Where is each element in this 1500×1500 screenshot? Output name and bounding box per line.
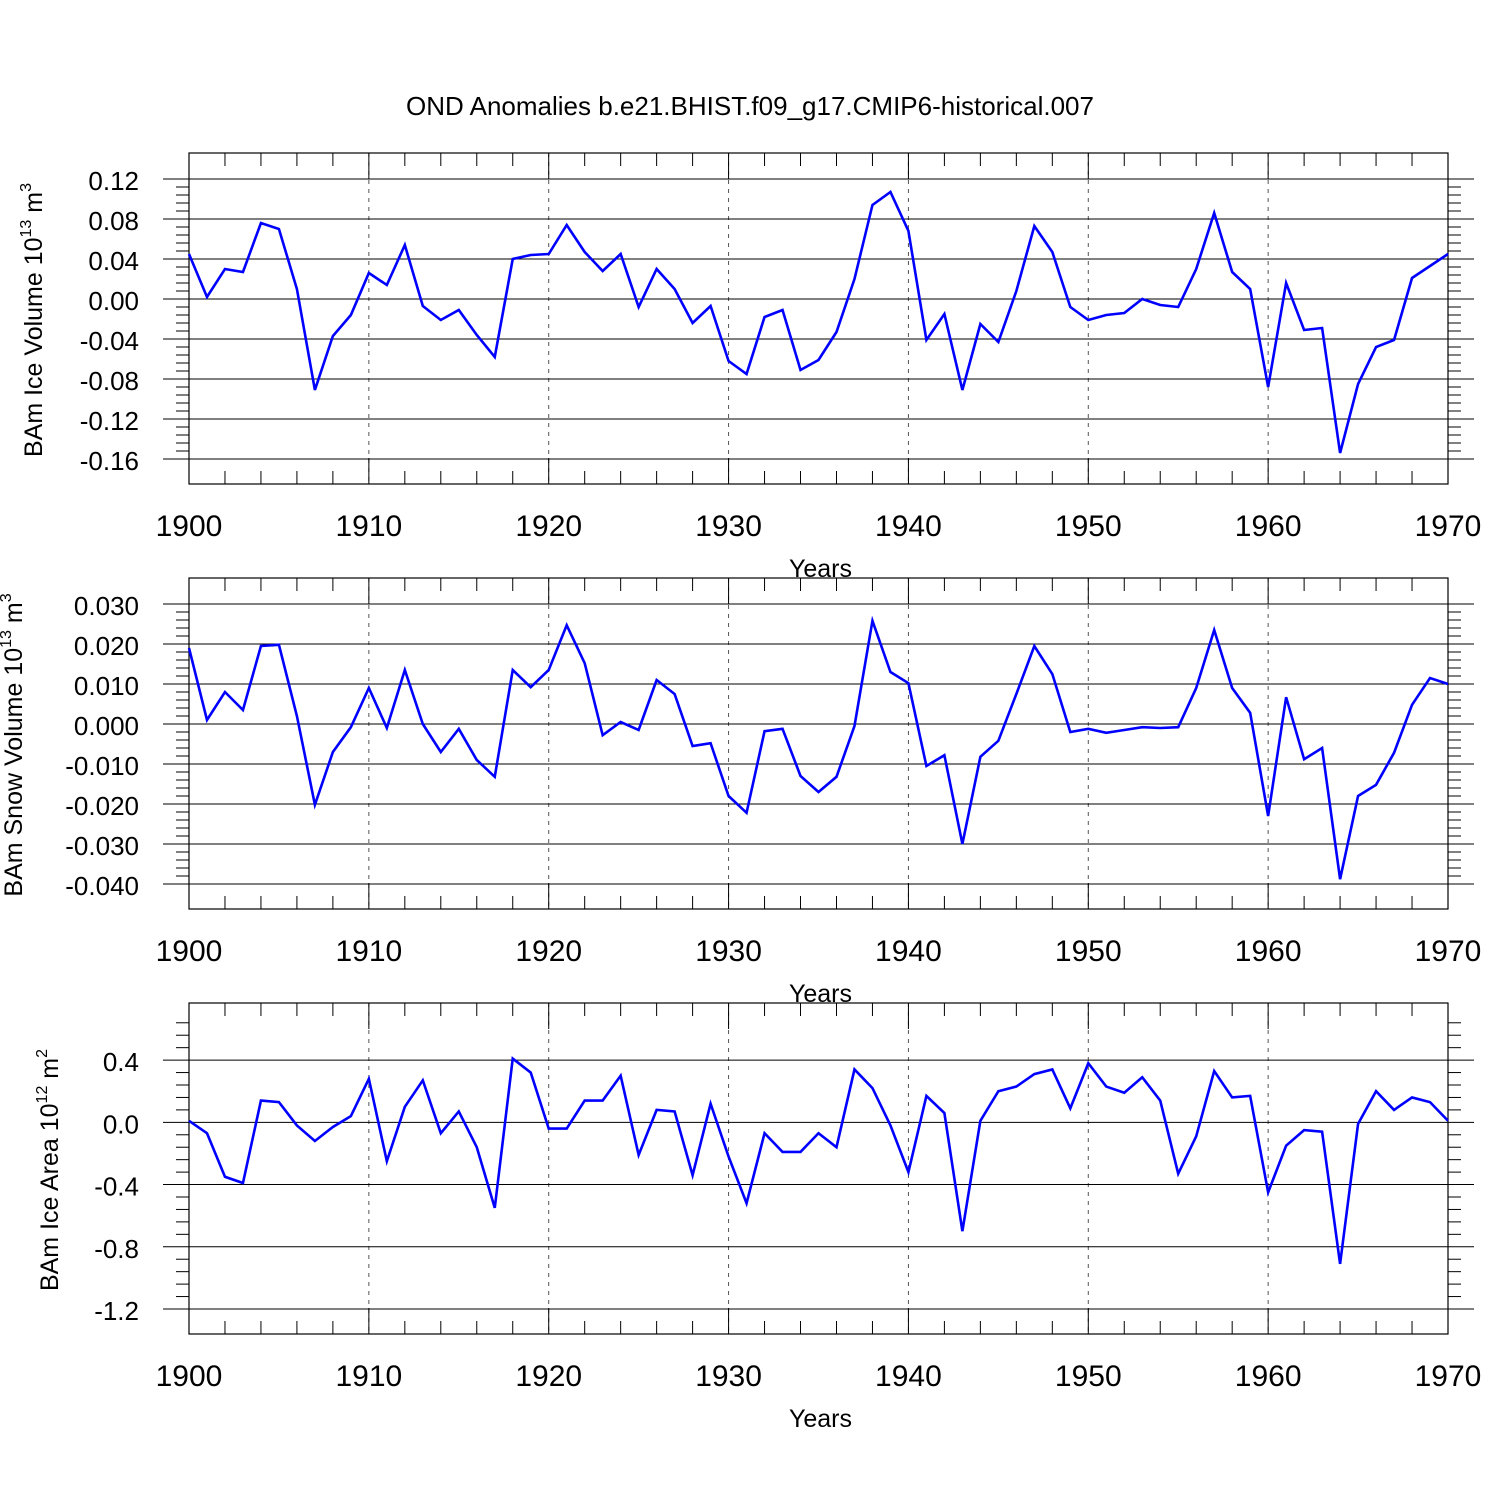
panel-1: -0.16 -0.12 -0.08 -0.04 0.00 0.04 0.08 0.12 1900…	[18, 152, 1482, 583]
x-axis-label: Years	[789, 980, 852, 1008]
y-tick-label: 0.4	[103, 1047, 139, 1077]
y-tick-label: -1.2	[94, 1296, 139, 1326]
y-axis-label: BAm Ice Area 1012 m2	[34, 1049, 64, 1291]
data-series-line	[188, 1056, 1449, 1265]
x-tick-label: 1930	[695, 935, 762, 968]
x-tick-label: 1910	[335, 510, 402, 543]
x-tick-label: 1940	[875, 510, 942, 543]
plot-frame	[188, 152, 1449, 485]
y-tick-label: 0.030	[74, 591, 139, 621]
x-tick-label: 1940	[875, 935, 942, 968]
y-tick-label: 0.08	[88, 206, 139, 236]
y-axis-label: BAm Snow Volume 1013 m3	[0, 593, 28, 896]
plot-frame	[188, 1002, 1449, 1335]
x-tick-label: 1960	[1235, 510, 1302, 543]
y-tick-label: -0.16	[80, 446, 139, 476]
chart-title: OND Anomalies b.e21.BHIST.f09_g17.CMIP6-…	[406, 91, 1094, 121]
x-tick-label: 1930	[695, 510, 762, 543]
x-tick-label: 1910	[335, 935, 402, 968]
y-tick-label: 0.020	[74, 631, 139, 661]
data-series-line	[187, 615, 1449, 880]
x-tick-label: 1920	[515, 510, 582, 543]
x-tick-label: 1940	[875, 1360, 942, 1393]
x-tick-label: 1920	[515, 1360, 582, 1393]
y-tick-label: -0.8	[94, 1234, 139, 1264]
y-tick-label: 0.010	[74, 671, 139, 701]
y-tick-label: -0.030	[65, 831, 139, 861]
y-tick-label: 0.12	[88, 166, 139, 196]
x-tick-label: 1970	[1415, 1360, 1482, 1393]
y-tick-label: -0.4	[94, 1172, 139, 1202]
panel-2: -0.040 -0.030 -0.020 -0.010 0.000 0.010 0.020 0…	[0, 577, 1482, 1008]
x-tick-label: 1970	[1415, 935, 1482, 968]
y-tick-label: 0.000	[74, 711, 139, 741]
y-tick-label: -0.020	[65, 791, 139, 821]
x-tick-label: 1960	[1235, 935, 1302, 968]
x-tick-label: 1960	[1235, 1360, 1302, 1393]
x-tick-label: 1970	[1415, 510, 1482, 543]
y-tick-label: -0.040	[65, 871, 139, 901]
x-tick-label: 1900	[156, 1360, 223, 1393]
x-tick-label: 1900	[156, 935, 223, 968]
y-tick-label: 0.0	[103, 1109, 139, 1139]
y-tick-label: -0.08	[80, 366, 139, 396]
x-tick-label: 1950	[1055, 935, 1122, 968]
data-series-line	[187, 190, 1449, 454]
plot-frame	[188, 577, 1449, 910]
x-tick-label: 1920	[515, 935, 582, 968]
x-axis-label: Years	[789, 1405, 852, 1433]
y-tick-label: 0.00	[88, 286, 139, 316]
x-tick-label: 1930	[695, 1360, 762, 1393]
y-axis-label: BAm Ice Volume 1013 m3	[18, 183, 48, 457]
x-tick-label: 1950	[1055, 1360, 1122, 1393]
x-tick-label: 1950	[1055, 510, 1122, 543]
x-tick-label: 1910	[335, 1360, 402, 1393]
y-tick-label: 0.04	[88, 246, 139, 276]
y-tick-label: -0.12	[80, 406, 139, 436]
y-tick-label: -0.04	[80, 326, 139, 356]
x-tick-label: 1900	[156, 510, 223, 543]
x-axis-label: Years	[789, 555, 852, 583]
y-tick-label: -0.010	[65, 751, 139, 781]
panel-3: -1.2 -0.8 -0.4 0.0 0.4 1900 1910 1920 1930 1940 19…	[34, 1002, 1482, 1433]
